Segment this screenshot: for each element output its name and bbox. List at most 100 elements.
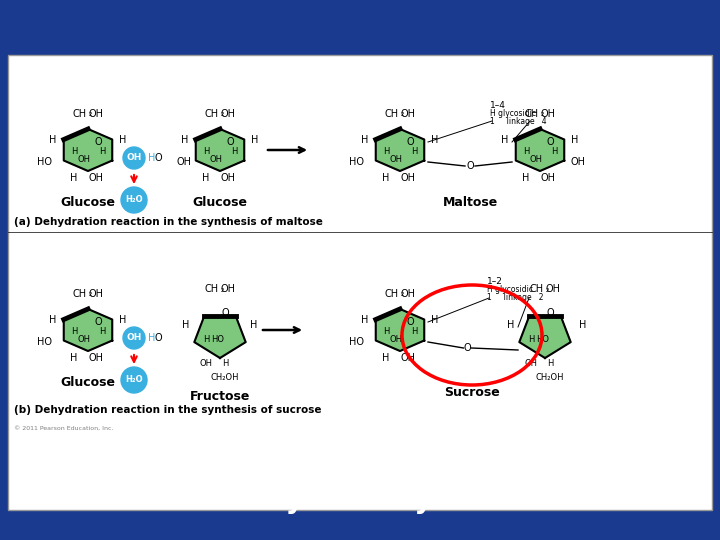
Text: CH: CH bbox=[530, 284, 544, 294]
Text: CH₂OH: CH₂OH bbox=[211, 373, 239, 381]
Text: Fructose: Fructose bbox=[190, 390, 250, 403]
Text: H: H bbox=[148, 333, 156, 343]
Text: OH: OH bbox=[89, 289, 104, 299]
Polygon shape bbox=[376, 129, 424, 171]
Text: OH: OH bbox=[78, 156, 91, 165]
Text: CH: CH bbox=[385, 109, 399, 119]
Text: H: H bbox=[361, 135, 369, 145]
Polygon shape bbox=[519, 316, 571, 358]
Text: H: H bbox=[522, 173, 530, 183]
Text: H: H bbox=[71, 173, 78, 183]
Text: H: H bbox=[508, 320, 515, 330]
Text: H: H bbox=[120, 315, 127, 325]
Text: ₂: ₂ bbox=[545, 285, 549, 294]
Text: H: H bbox=[182, 320, 189, 330]
Text: Glucose: Glucose bbox=[60, 195, 115, 208]
Text: OH: OH bbox=[210, 156, 222, 165]
Text: OH: OH bbox=[126, 334, 142, 342]
Circle shape bbox=[123, 147, 145, 169]
Text: OH: OH bbox=[400, 173, 415, 183]
Text: Maltose: Maltose bbox=[442, 195, 498, 208]
Text: O: O bbox=[406, 317, 414, 327]
Text: H: H bbox=[528, 335, 534, 345]
Text: © 2011 Pearson Education, Inc.: © 2011 Pearson Education, Inc. bbox=[14, 426, 114, 430]
Text: H: H bbox=[383, 327, 390, 336]
Text: HO: HO bbox=[212, 335, 225, 345]
Text: OH: OH bbox=[89, 109, 104, 119]
Text: 1–2: 1–2 bbox=[487, 278, 503, 287]
Text: H: H bbox=[203, 335, 210, 345]
Text: OH: OH bbox=[126, 153, 142, 163]
Text: H: H bbox=[203, 147, 210, 157]
Text: H: H bbox=[383, 147, 390, 157]
Text: HO: HO bbox=[536, 335, 549, 345]
Text: O: O bbox=[94, 317, 102, 327]
Text: OH: OH bbox=[529, 156, 542, 165]
Text: (b) Dehydration reaction in the synthesis of sucrose: (b) Dehydration reaction in the synthesi… bbox=[14, 405, 322, 415]
Text: H: H bbox=[49, 315, 57, 325]
Text: O: O bbox=[154, 153, 162, 163]
Text: HO: HO bbox=[37, 337, 52, 347]
Text: Carbohydrate synthesis: Carbohydrate synthesis bbox=[174, 486, 546, 514]
Text: ₂: ₂ bbox=[400, 289, 404, 299]
Text: H₂O: H₂O bbox=[125, 195, 143, 205]
Text: O: O bbox=[406, 137, 414, 147]
Text: OH: OH bbox=[400, 109, 415, 119]
Text: 1–4: 1–4 bbox=[490, 100, 506, 110]
Text: O: O bbox=[464, 343, 472, 353]
Polygon shape bbox=[64, 129, 112, 171]
Text: H₂O: H₂O bbox=[125, 375, 143, 384]
Text: OH: OH bbox=[176, 157, 192, 167]
Text: H: H bbox=[99, 147, 105, 157]
Text: OH: OH bbox=[524, 359, 538, 368]
Text: OH: OH bbox=[78, 335, 91, 345]
Polygon shape bbox=[516, 129, 564, 171]
Text: O: O bbox=[226, 137, 234, 147]
Text: O: O bbox=[546, 137, 554, 147]
Circle shape bbox=[123, 327, 145, 349]
Text: CH: CH bbox=[73, 109, 87, 119]
Polygon shape bbox=[376, 309, 424, 351]
Text: H: H bbox=[202, 173, 210, 183]
Text: H: H bbox=[71, 353, 78, 363]
Text: H: H bbox=[99, 327, 105, 336]
Text: ₂: ₂ bbox=[89, 110, 91, 118]
Text: CH₂OH: CH₂OH bbox=[536, 373, 564, 381]
Text: H: H bbox=[551, 147, 557, 157]
Text: ₂: ₂ bbox=[220, 285, 224, 294]
Text: Sucrose: Sucrose bbox=[444, 386, 500, 399]
Text: (a) Dehydration reaction in the synthesis of maltose: (a) Dehydration reaction in the synthesi… bbox=[14, 217, 323, 227]
Text: Glucose: Glucose bbox=[192, 195, 248, 208]
Text: OH: OH bbox=[199, 359, 212, 368]
Text: O: O bbox=[154, 333, 162, 343]
Text: H: H bbox=[382, 353, 390, 363]
Text: H: H bbox=[523, 147, 529, 157]
Text: OH: OH bbox=[89, 173, 104, 183]
Text: CH: CH bbox=[205, 109, 219, 119]
Text: O: O bbox=[546, 308, 554, 318]
Text: H: H bbox=[148, 153, 156, 163]
Text: H: H bbox=[251, 320, 258, 330]
Text: H: H bbox=[431, 315, 438, 325]
Text: O: O bbox=[221, 308, 229, 318]
Text: H: H bbox=[251, 135, 258, 145]
Text: OH: OH bbox=[541, 109, 556, 119]
Text: O: O bbox=[94, 137, 102, 147]
Text: 1     linkage   2: 1 linkage 2 bbox=[487, 294, 544, 302]
Text: OH: OH bbox=[220, 173, 235, 183]
Text: OH: OH bbox=[541, 173, 556, 183]
Text: ₂: ₂ bbox=[220, 110, 224, 118]
Text: OH: OH bbox=[400, 353, 415, 363]
Text: ₂: ₂ bbox=[400, 110, 404, 118]
Text: H: H bbox=[501, 135, 509, 145]
Text: OH: OH bbox=[220, 284, 235, 294]
FancyBboxPatch shape bbox=[8, 55, 712, 510]
Text: OH: OH bbox=[390, 156, 402, 165]
Text: 1     linkage   4: 1 linkage 4 bbox=[490, 117, 546, 125]
Text: OH: OH bbox=[546, 284, 560, 294]
Text: H: H bbox=[120, 135, 127, 145]
Text: H: H bbox=[71, 147, 77, 157]
Text: H: H bbox=[431, 135, 438, 145]
Text: OH: OH bbox=[220, 109, 235, 119]
Circle shape bbox=[121, 367, 147, 393]
